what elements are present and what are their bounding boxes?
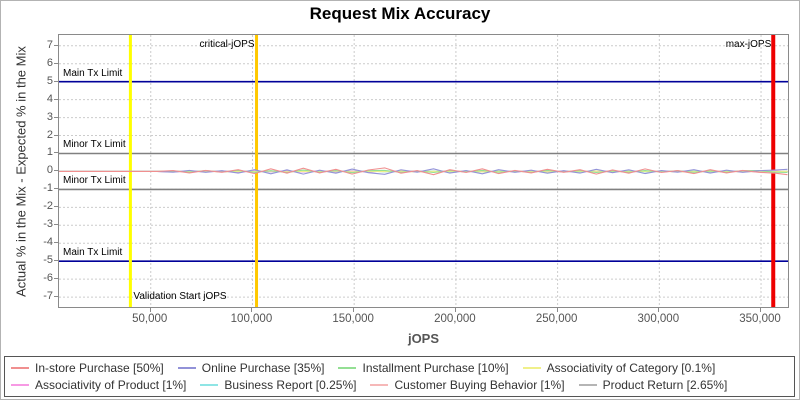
x-tick-label: 200,000 xyxy=(434,313,476,325)
x-tick-label: 50,000 xyxy=(132,313,168,325)
legend-swatch xyxy=(370,384,389,387)
y-tick-mark xyxy=(54,44,58,46)
x-tick-mark xyxy=(251,308,253,312)
legend-item: Associativity of Product [1%] xyxy=(11,378,186,392)
y-tick-label: 6 xyxy=(46,56,53,69)
legend-swatch xyxy=(11,384,29,387)
marker-label: Main Tx Limit xyxy=(63,247,123,259)
y-tick-label: 5 xyxy=(46,74,53,87)
x-tick-mark xyxy=(760,308,762,312)
legend-row: In-store Purchase [50%] Online Purchase [… xyxy=(11,359,788,377)
y-tick-label: -6 xyxy=(43,272,53,285)
y-tick-mark xyxy=(54,260,58,262)
y-tick-label: 2 xyxy=(46,128,53,141)
y-tick-mark xyxy=(54,134,58,136)
y-tick-label: 4 xyxy=(46,92,53,105)
legend-label: Installment Purchase [10%] xyxy=(362,360,509,375)
y-tick-label: -1 xyxy=(43,182,53,195)
y-tick-mark xyxy=(54,206,58,208)
y-tick-mark xyxy=(54,170,58,172)
marker-label: Minor Tx Limit xyxy=(63,139,126,151)
y-tick-label: 0 xyxy=(46,164,53,177)
y-tick-mark xyxy=(54,80,58,82)
x-tick-mark xyxy=(454,308,456,312)
legend-item: Product Return [2.65%] xyxy=(578,378,728,393)
legend-swatch xyxy=(177,366,196,369)
legend-item: Online Purchase [35%] xyxy=(177,360,325,375)
legend-swatch xyxy=(200,384,219,387)
legend-row: Associativity of Product [1%] Business Re… xyxy=(11,377,788,395)
legend-item: Business Report [0.25%] xyxy=(200,378,356,392)
x-tick-mark xyxy=(556,308,558,312)
legend-item: In-store Purchase [50%] xyxy=(11,361,164,375)
legend-label: Customer Buying Behavior [1%] xyxy=(394,378,565,393)
legend-label: In-store Purchase [50%] xyxy=(35,360,164,375)
y-tick-mark xyxy=(54,224,58,226)
y-tick-mark xyxy=(54,98,58,100)
y-tick-mark xyxy=(54,278,58,280)
y-tick-label: 3 xyxy=(46,110,53,123)
legend-swatch xyxy=(338,366,357,369)
legend-label: Product Return [2.65%] xyxy=(602,378,728,393)
y-tick-label: -3 xyxy=(43,218,53,231)
y-tick-mark xyxy=(54,188,58,190)
x-tick-label: 150,000 xyxy=(332,313,374,325)
marker-label: max-jOPS xyxy=(725,39,772,50)
x-tick-mark xyxy=(353,308,355,312)
x-tick-label: 100,000 xyxy=(230,313,273,325)
x-tick-mark xyxy=(658,308,660,312)
legend-item: Installment Purchase [10%] xyxy=(338,360,509,375)
legend-label: Online Purchase [35%] xyxy=(201,360,325,375)
y-tick-mark xyxy=(54,296,58,298)
marker-label: Validation Start jOPS xyxy=(133,291,227,302)
y-tick-label: -2 xyxy=(43,200,53,213)
legend-label: Associativity of Product [1%] xyxy=(35,378,187,393)
legend-swatch xyxy=(11,366,29,369)
legend-item: Customer Buying Behavior [1%] xyxy=(370,378,565,393)
marker-label: critical-jOPS xyxy=(199,39,255,50)
y-tick-label: 1 xyxy=(46,146,53,159)
chart-title: Request Mix Accuracy xyxy=(309,4,491,23)
legend-label: Associativity of Category [0.1%] xyxy=(546,360,716,375)
plot-area: Main Tx Limit Minor Tx Limit Minor Tx Limi… xyxy=(58,34,789,308)
x-tick-label: 350,000 xyxy=(739,313,781,325)
y-tick-mark xyxy=(54,242,58,244)
y-tick-mark xyxy=(54,152,58,154)
series-line xyxy=(59,167,788,176)
x-tick-label: 250,000 xyxy=(535,313,578,325)
y-tick-label: -7 xyxy=(43,290,53,303)
x-tick-mark xyxy=(149,308,151,312)
marker-label: Minor Tx Limit xyxy=(63,175,126,187)
y-tick-label: 7 xyxy=(46,38,53,51)
legend-swatch xyxy=(578,384,597,387)
legend-label: Business Report [0.25%] xyxy=(224,378,357,393)
marker-label: Main Tx Limit xyxy=(63,67,123,79)
y-tick-label: -5 xyxy=(43,254,53,267)
x-axis-label: jOPS xyxy=(407,331,440,346)
legend-item: Associativity of Category [0.1%] xyxy=(522,360,716,375)
legend-swatch xyxy=(522,366,541,369)
y-tick-mark xyxy=(54,62,58,64)
y-tick-label: -4 xyxy=(43,236,53,249)
x-tick-label: 300,000 xyxy=(637,313,680,325)
y-tick-mark xyxy=(54,116,58,118)
plot-canvas xyxy=(59,35,788,307)
legend: In-store Purchase [50%] Online Purchase [… xyxy=(4,356,795,397)
